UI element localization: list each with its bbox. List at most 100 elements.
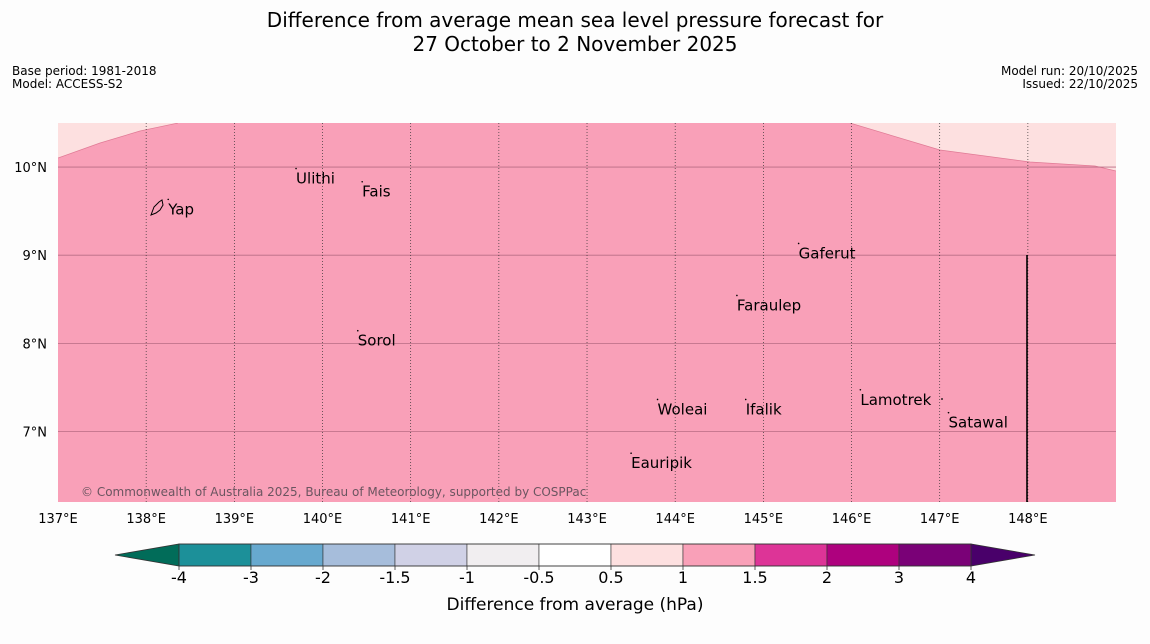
place-marker [859,388,862,391]
colorbar-tick-label: -3 [243,568,259,587]
run-info: Model run: 20/10/2025 Issued: 22/10/2025 [1001,65,1138,91]
colorbar-segment [898,543,972,567]
longitude-gridlines [145,123,1029,502]
place-yap: Yap [167,198,194,218]
place-marker [630,452,632,455]
latitude-label: 7°N [23,425,48,440]
place-marker [797,242,800,245]
longitude-label: 147°E [920,512,960,527]
colorbar: -4 -3 -2 -1.5 -1 -0.5 0.5 1 1.5 2 3 4 Difference fr… [114,543,1036,615]
colorbar-segments [178,543,972,567]
colorbar-tick-label: 2 [822,568,832,587]
map-title: Difference from average mean sea level p… [0,8,1150,56]
place-marker [744,398,747,401]
place-marker [947,411,950,414]
title-line-2: 27 October to 2 November 2025 [412,32,738,56]
colorbar-segment [826,543,900,567]
place-label: Gaferut [799,244,856,262]
place-label: Yap [167,200,194,218]
longitude-label: 138°E [126,512,166,527]
colorbar-segment [250,543,324,567]
colorbar-segment [466,543,540,567]
place-label: Woleai [658,400,708,418]
contour-line-left [58,123,179,159]
place-label: Eauripik [631,454,692,472]
place-marker [356,329,359,332]
anomaly-fill-upper-left [58,123,178,158]
colorbar-outline [178,543,972,567]
latitude-label: 9°N [23,249,48,264]
place-label: Fais [362,183,391,201]
colorbar-tick-label: 0.5 [598,568,623,587]
place-marker [295,167,297,170]
longitude-label: 144°E [655,512,695,527]
place-label: Satawal [949,414,1008,432]
colorbar-low-extend [114,543,180,567]
place-sorol: Sorol [356,329,396,350]
colorbar-segment [682,543,756,567]
place-label: Ulithi [296,170,335,188]
place-ulithi: Ulithi [295,167,335,188]
longitude-label: 140°E [303,512,343,527]
place-gaferut: Gaferut [797,242,856,262]
issued-date: Issued: 22/10/2025 [1022,77,1138,91]
anomaly-fill-upper-right [850,123,1116,171]
place-label: Lamotrek [860,391,931,409]
place-faraulep: Faraulep [736,294,801,314]
copyright-notice: © Commonwealth of Australia 2025, Bureau… [81,485,586,499]
place-woleai: Woleai [656,398,708,418]
longitude-label: 139°E [215,512,255,527]
place-satawal: Satawal [947,411,1008,432]
colorbar-segment [178,543,252,567]
colorbar-segment [394,543,468,567]
colorbar-tick-label: -0.5 [523,568,554,587]
latitude-label: 10°N [14,161,47,176]
place-label: Sorol [358,332,396,350]
colorbar-tick-label: -4 [171,568,187,587]
place-ifalik: Ifalik [744,398,782,418]
place-fais: Fais [361,180,391,201]
base-period: Base period: 1981-2018 [12,64,157,78]
longitude-labels: 137°E 138°E 139°E 140°E 141°E 142°E 143°E 144°E… [38,512,1047,527]
place-marker [656,398,659,401]
colorbar-segment [538,543,612,567]
colorbar-segment [610,543,684,567]
title-line-1: Difference from average mean sea level p… [266,8,884,32]
longitude-label: 143°E [567,512,607,527]
colorbar-high-extend [970,543,1036,567]
colorbar-ticks: -4 -3 -2 -1.5 -1 -0.5 0.5 1 1.5 2 3 4 [171,566,976,587]
colorbar-segment [754,543,828,567]
longitude-label: 141°E [391,512,431,527]
yap-island-coastline [150,199,164,216]
place-lamotrek: Lamotrek [859,388,932,409]
latitude-label: 8°N [23,337,48,352]
longitude-label: 142°E [479,512,519,527]
place-eauripik: Eauripik [630,452,692,472]
base-info: Base period: 1981-2018 Model: ACCESS-S2 [12,65,157,91]
colorbar-tick-label: -1.5 [379,568,410,587]
longitude-label: 137°E [38,512,78,527]
contour-line-right [849,123,1116,172]
place-marker [361,180,363,183]
colorbar-segment [322,543,396,567]
colorbar-tick-label: -1 [459,568,475,587]
place-label: Ifalik [746,400,782,418]
place-label: Faraulep [737,296,801,314]
colorbar-tick-label: 1 [678,568,688,587]
colorbar-tick-label: 3 [894,568,904,587]
colorbar-tick-label: 4 [966,568,976,587]
colorbar-tick-label: 1.5 [742,568,767,587]
longitude-label: 146°E [832,512,872,527]
place-marker [736,294,738,297]
model-run: Model run: 20/10/2025 [1000,64,1138,78]
colorbar-title: Difference from average (hPa) [447,595,704,615]
colorbar-tick-label: -2 [315,568,331,587]
longitude-label: 145°E [744,512,784,527]
place-labels: Yap Ulithi Fais Gaferut Faraulep Sorol Lamotre… [167,167,1008,472]
place-marker [167,198,170,201]
latitude-labels: 10°N 9°N 8°N 7°N [14,161,47,440]
model-name: Model: ACCESS-S2 [12,77,124,91]
longitude-label: 148°E [1008,512,1048,527]
islet-dot [941,398,943,400]
